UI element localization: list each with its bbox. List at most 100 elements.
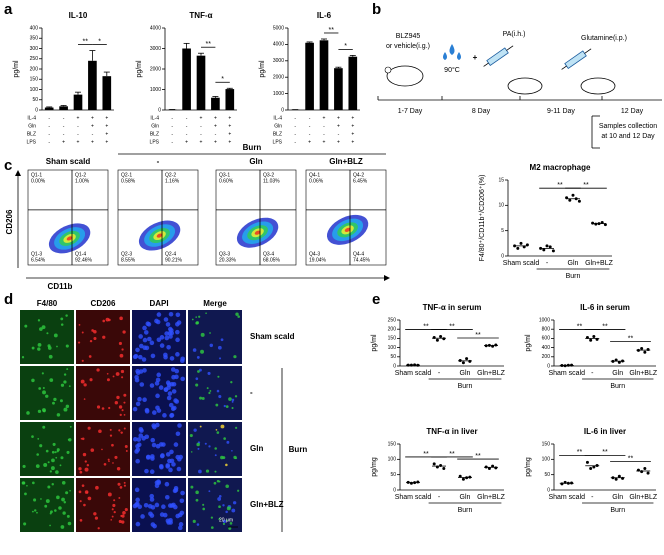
stain — [150, 437, 156, 443]
stain — [142, 397, 147, 403]
data-point — [442, 337, 446, 341]
stain — [214, 454, 217, 457]
stain — [136, 437, 142, 442]
data-point — [416, 480, 420, 484]
stain — [60, 456, 64, 460]
stain — [196, 442, 200, 447]
stain — [198, 315, 201, 318]
stain — [173, 398, 178, 403]
significance-label: ** — [602, 449, 608, 456]
stain — [112, 462, 114, 464]
stain — [179, 498, 185, 504]
significance-label: ** — [628, 335, 634, 342]
stain — [119, 316, 123, 321]
x-tick-label: Gln — [568, 260, 579, 267]
x-tick-label: - — [591, 494, 594, 501]
mouse-icon — [580, 77, 616, 95]
condition-value: + — [323, 115, 326, 121]
stain — [171, 462, 176, 467]
stain — [50, 510, 53, 514]
stain — [66, 514, 70, 518]
stain — [215, 403, 219, 407]
y-axis-label: pg/mg — [371, 457, 378, 477]
quadrant-name: Q2-1 — [121, 172, 132, 178]
stain — [135, 458, 140, 464]
bar — [182, 48, 191, 110]
stain — [190, 485, 194, 489]
y-axis-label: pg/mg — [525, 457, 532, 477]
stain — [140, 514, 145, 519]
quadrant-percent: 0.00% — [31, 178, 46, 184]
data-point — [461, 477, 465, 481]
significance-label: * — [344, 43, 347, 50]
stain — [218, 480, 221, 483]
stain — [141, 357, 147, 362]
stain — [158, 464, 164, 469]
data-point — [465, 357, 469, 361]
stain — [207, 371, 211, 375]
condition-value: + — [105, 123, 108, 129]
quadrant-percent: 1.16% — [165, 178, 180, 184]
stain — [90, 448, 95, 452]
stain — [52, 401, 55, 405]
stain — [237, 489, 240, 492]
cell-density — [66, 236, 73, 241]
stain — [175, 312, 181, 318]
stain — [81, 437, 85, 441]
treatment-label: Glutamine(i.p.) — [581, 35, 627, 42]
y-tick-label: 100 — [30, 87, 39, 93]
stain — [33, 498, 37, 502]
data-point — [548, 245, 552, 249]
stain — [84, 490, 89, 494]
significance-label: ** — [423, 323, 429, 330]
stain — [26, 411, 30, 415]
data-point — [592, 465, 596, 469]
stain — [189, 434, 193, 438]
condition-value: + — [91, 115, 94, 121]
stain — [137, 354, 143, 360]
y-tick-label: 4000 — [273, 42, 284, 48]
stain — [66, 368, 69, 371]
stain — [37, 347, 41, 351]
stain — [40, 498, 42, 500]
group-label: Burn — [289, 445, 308, 454]
stain — [118, 341, 122, 346]
stain — [135, 521, 141, 527]
stain — [114, 455, 118, 459]
stain — [220, 338, 224, 342]
stain — [98, 429, 102, 434]
y-tick-label: 200 — [388, 327, 397, 333]
plot-frame — [215, 169, 297, 266]
stain — [111, 515, 114, 518]
stain — [66, 450, 70, 454]
x-tick-label: - — [438, 494, 441, 501]
stain — [180, 490, 185, 496]
stain — [61, 497, 65, 502]
y-tick-label: 350 — [30, 36, 39, 42]
stain — [37, 409, 42, 414]
bar — [211, 97, 220, 110]
stain — [106, 372, 109, 375]
stain — [217, 497, 222, 501]
stain — [197, 447, 200, 450]
quadrant-name: Q4-1 — [309, 172, 320, 178]
y-tick-label: 0 — [547, 487, 550, 493]
stain — [86, 464, 90, 467]
stain — [49, 378, 54, 382]
quadrant-percent: 90.21% — [165, 257, 183, 263]
significance-label: ** — [557, 182, 563, 189]
stain — [202, 507, 206, 511]
stain — [142, 325, 147, 331]
stain — [96, 368, 100, 372]
data-point — [461, 361, 465, 365]
y-tick-label: 400 — [30, 25, 39, 31]
significance-label: ** — [205, 41, 211, 48]
stain — [150, 456, 155, 461]
y-tick-label: 50 — [544, 472, 550, 478]
stain — [78, 467, 82, 471]
y-tick-label: 50 — [390, 354, 396, 360]
stain — [133, 353, 139, 359]
stain — [209, 390, 212, 392]
stain — [87, 426, 91, 430]
